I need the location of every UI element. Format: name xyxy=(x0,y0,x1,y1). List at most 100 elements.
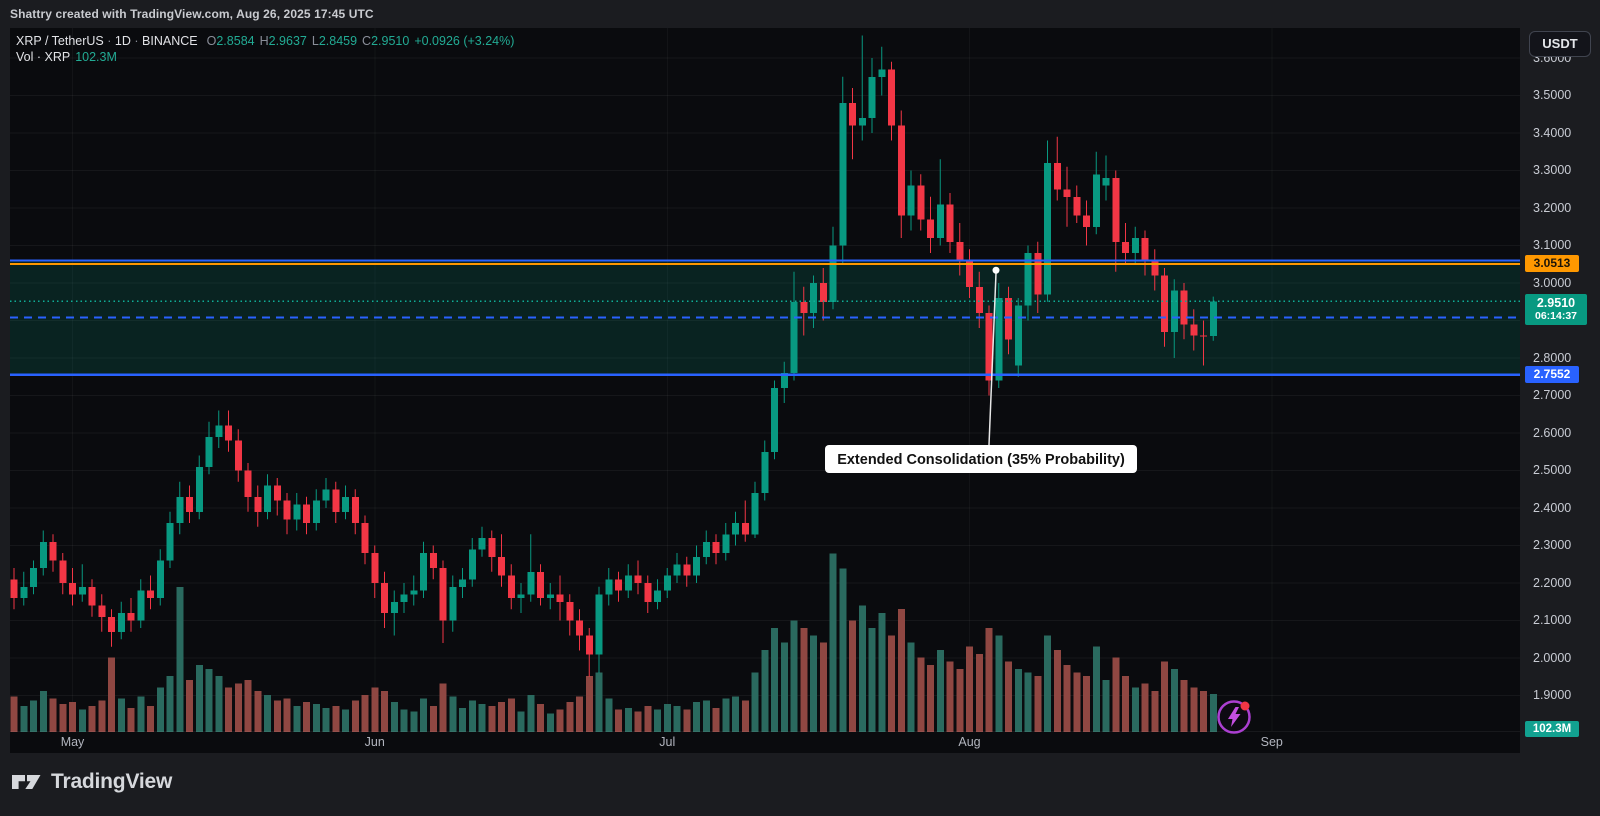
volume-bar xyxy=(673,705,681,732)
symbol-title[interactable]: XRP / TetherUS xyxy=(16,34,104,48)
volume-bar xyxy=(693,702,700,732)
candle-body xyxy=(537,571,544,598)
candle-body xyxy=(868,76,876,118)
candle-body xyxy=(673,564,681,576)
candle-body xyxy=(322,489,330,501)
last-price-badge: 2.9510 06:14:37 xyxy=(1525,294,1587,326)
price-tick-label: 2.5000 xyxy=(1533,463,1572,477)
volume-bar xyxy=(166,676,174,732)
candle-body xyxy=(156,560,164,598)
candle-body xyxy=(205,436,213,467)
time-axis-label-aug: Aug xyxy=(958,735,980,749)
candle-body xyxy=(810,283,817,313)
volume-bar xyxy=(381,691,388,732)
volume-bar xyxy=(1170,668,1178,732)
interval-label[interactable]: 1D xyxy=(114,34,131,48)
volume-bar xyxy=(537,704,544,732)
chart-canvas[interactable]: May Jun Jul Aug Sep Extended Consolidation (3… xyxy=(10,28,1520,753)
volume-bar xyxy=(810,635,817,732)
consolidation-zone[interactable] xyxy=(10,260,1520,375)
candle-body xyxy=(556,594,564,602)
volume-bar xyxy=(780,642,788,732)
currency-toggle-button[interactable]: USDT xyxy=(1529,31,1591,57)
candle-body xyxy=(478,538,486,550)
candle-body xyxy=(488,538,496,557)
volume-bar xyxy=(1112,657,1120,732)
volume-bar xyxy=(917,657,925,732)
candle-body xyxy=(1092,174,1100,227)
candle-body xyxy=(1209,301,1217,337)
volume-bar xyxy=(332,705,340,732)
volume-bar xyxy=(761,650,769,732)
volume-bar xyxy=(39,691,47,732)
candle-body xyxy=(303,504,310,523)
volume-bar xyxy=(20,705,28,732)
volume-bar xyxy=(1092,646,1100,732)
candle-body xyxy=(1170,290,1178,332)
volume-bar xyxy=(205,668,213,732)
price-tick-label: 3.2000 xyxy=(1533,200,1572,215)
tradingview-logo-icon xyxy=(12,775,41,789)
volume-bar xyxy=(556,709,564,732)
price-tick-label: 3.3000 xyxy=(1533,163,1572,177)
candle-body xyxy=(546,594,554,598)
high-label: H xyxy=(259,34,269,48)
price-tick-label: 2.2000 xyxy=(1533,575,1572,590)
close-label: C xyxy=(362,34,372,48)
tradingview-logo[interactable]: TradingView xyxy=(12,770,172,794)
candle-body xyxy=(644,583,652,602)
volume-bar xyxy=(420,698,427,732)
volume-bar xyxy=(98,700,106,732)
low-value: 2.8459 xyxy=(318,34,358,48)
candle-body xyxy=(761,451,769,493)
volume-bar xyxy=(361,694,369,732)
volume-bar xyxy=(195,665,203,732)
volume-bar xyxy=(127,707,135,732)
chart-pane[interactable]: May Jun Jul Aug Sep Extended Consolidation (3… xyxy=(10,28,1520,753)
flash-button[interactable] xyxy=(1217,700,1251,734)
volume-bar xyxy=(439,683,447,732)
volume-bar xyxy=(595,672,603,732)
candle-body xyxy=(215,425,223,437)
annotation-anchor-dot[interactable] xyxy=(992,266,1000,274)
high-value: 2.9637 xyxy=(268,34,307,48)
notification-dot xyxy=(1240,701,1250,711)
candle-body xyxy=(49,541,57,561)
volume-bar xyxy=(741,700,749,732)
candle-body xyxy=(381,583,388,613)
volume-bar xyxy=(1209,693,1217,732)
exchange-label[interactable]: BINANCE xyxy=(142,34,198,48)
volume-bar xyxy=(342,709,349,732)
volume-bar xyxy=(985,627,993,732)
candle-body xyxy=(88,586,96,606)
volume-bar xyxy=(585,676,593,732)
price-tick-label: 2.1000 xyxy=(1533,613,1572,627)
price-tick-label: 2.7000 xyxy=(1533,388,1572,402)
attribution-text: Shattry created with TradingView.com, Au… xyxy=(10,7,374,21)
volume-bar xyxy=(605,698,613,732)
volume-label[interactable]: Vol · XRP xyxy=(16,50,71,64)
volume-bar xyxy=(1034,676,1042,732)
open-value: 2.8584 xyxy=(216,34,255,48)
price-tick-label: 2.6000 xyxy=(1533,425,1572,440)
candle-body xyxy=(283,500,291,520)
volume-bar xyxy=(273,700,281,732)
annotation-callout-box[interactable] xyxy=(825,445,1137,473)
volume-bar xyxy=(683,709,691,732)
volume-bar xyxy=(244,679,252,732)
time-axis-label-may: May xyxy=(61,735,85,749)
volume-bar xyxy=(1073,672,1081,732)
volume-bar xyxy=(624,707,632,732)
candle-body xyxy=(654,590,661,602)
volume-bar xyxy=(234,683,242,732)
candle-body xyxy=(888,69,895,126)
volume-bar xyxy=(1141,683,1149,732)
candle-body xyxy=(780,373,788,388)
candle-body xyxy=(605,579,613,595)
volume-bar xyxy=(156,687,164,732)
volume-bar xyxy=(927,665,934,732)
volume-bar xyxy=(849,620,856,732)
candle-body xyxy=(420,553,427,591)
candle-body xyxy=(137,590,145,621)
open-label: O xyxy=(206,34,217,48)
